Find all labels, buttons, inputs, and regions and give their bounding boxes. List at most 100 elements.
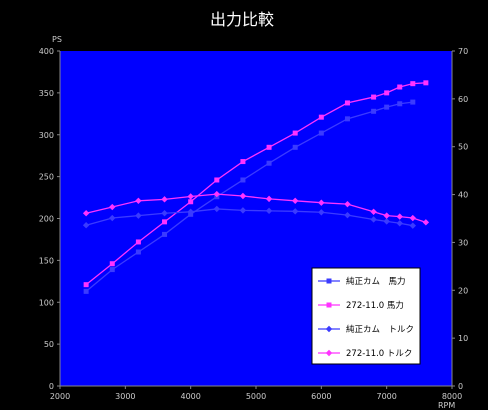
x-tick-label: 5000 [246, 392, 266, 401]
data-point [292, 197, 299, 204]
data-point [344, 211, 351, 219]
data-point [109, 214, 116, 222]
data-point [410, 81, 416, 87]
data-point [240, 159, 246, 165]
data-point [409, 214, 416, 222]
legend-item: 272-11.0 トルク [318, 349, 412, 359]
data-point [188, 199, 194, 205]
data-point [135, 197, 142, 204]
y-right-tick-label: 40 [458, 191, 468, 200]
data-point [266, 144, 272, 150]
x-tick-label: 6000 [311, 392, 331, 401]
data-point [109, 203, 116, 211]
data-point [292, 208, 299, 215]
data-point [318, 209, 325, 216]
legend-marker [325, 349, 333, 357]
data-point [384, 104, 390, 110]
data-point [423, 80, 429, 86]
y-left-tick-label: 350 [39, 89, 54, 98]
y-left-tick-label: 200 [39, 215, 54, 224]
data-point [318, 114, 324, 120]
y-right-tick-label: 20 [458, 286, 468, 295]
data-point [83, 288, 89, 294]
series-3 [82, 190, 430, 226]
data-point [371, 108, 377, 114]
data-point [82, 222, 90, 229]
axes: 0501001502002503003504000102030405060702… [39, 47, 468, 401]
data-point [292, 130, 298, 136]
data-point [239, 207, 247, 214]
x-axis-label: RPM [438, 401, 455, 410]
y-left-tick-label: 100 [39, 298, 54, 307]
y-right-tick-label: 60 [458, 95, 468, 104]
data-point [292, 144, 298, 150]
y-left-tick-label: 250 [39, 173, 54, 182]
series-layer [82, 80, 430, 294]
legend-label: 純正カム トルク [346, 324, 414, 335]
data-point [266, 160, 272, 166]
legend-label: 純正カム 馬力 [346, 276, 406, 287]
x-tick-label: 2000 [50, 392, 70, 401]
data-point [370, 216, 377, 223]
data-point [318, 199, 325, 206]
data-point [422, 219, 430, 226]
data-point [239, 192, 247, 200]
series-2 [82, 205, 416, 229]
data-point [240, 177, 246, 183]
legend-box [311, 267, 421, 365]
data-point [83, 282, 89, 288]
data-point [187, 208, 194, 215]
data-point [135, 239, 141, 245]
data-point [265, 195, 273, 203]
data-point [161, 196, 168, 203]
data-point [82, 210, 90, 217]
chart-title: 出力比較 [210, 10, 274, 29]
legend-item: 272-11.0 馬力 [318, 300, 404, 311]
data-point [370, 208, 377, 215]
y-right-tick-label: 30 [458, 238, 468, 247]
data-point [396, 220, 403, 227]
data-point [214, 177, 220, 183]
y-left-unit-label: PS [52, 35, 62, 44]
data-point [265, 207, 273, 215]
legend-item: 純正カム 馬力 [318, 276, 406, 287]
data-point [384, 90, 390, 96]
y-right-tick-label: 70 [458, 47, 468, 56]
data-point [410, 99, 416, 105]
x-tick-label: 3000 [115, 392, 135, 401]
data-point [161, 210, 168, 217]
series-line [85, 193, 427, 223]
data-point [371, 94, 377, 100]
data-point [162, 219, 168, 225]
series-0 [83, 99, 416, 294]
data-point [135, 249, 141, 255]
series-line [85, 82, 426, 286]
data-point [135, 212, 142, 219]
data-point [396, 213, 403, 220]
data-point [109, 261, 115, 267]
data-point [344, 100, 350, 106]
legend-item: 純正カム トルク [318, 324, 414, 335]
data-point [409, 222, 416, 229]
x-tick-label: 4000 [180, 392, 200, 401]
data-point [344, 200, 351, 208]
y-left-tick-label: 300 [39, 131, 54, 140]
y-left-tick-label: 150 [39, 256, 54, 265]
legend-label: 272-11.0 トルク [346, 349, 412, 359]
y-left-tick-label: 400 [39, 47, 54, 56]
legend-marker [325, 325, 333, 333]
data-point [383, 212, 390, 219]
legend-marker [326, 278, 332, 284]
data-point [397, 84, 403, 90]
data-point [213, 205, 220, 213]
legend-label: 272-11.0 馬力 [346, 300, 404, 311]
x-tick-label: 7000 [376, 392, 396, 401]
x-tick-label: 8000 [442, 392, 462, 401]
y-left-tick-label: 50 [44, 340, 54, 349]
data-point [397, 101, 403, 107]
series-1 [83, 80, 429, 288]
data-point [162, 231, 168, 237]
y-right-tick-label: 50 [458, 143, 468, 152]
